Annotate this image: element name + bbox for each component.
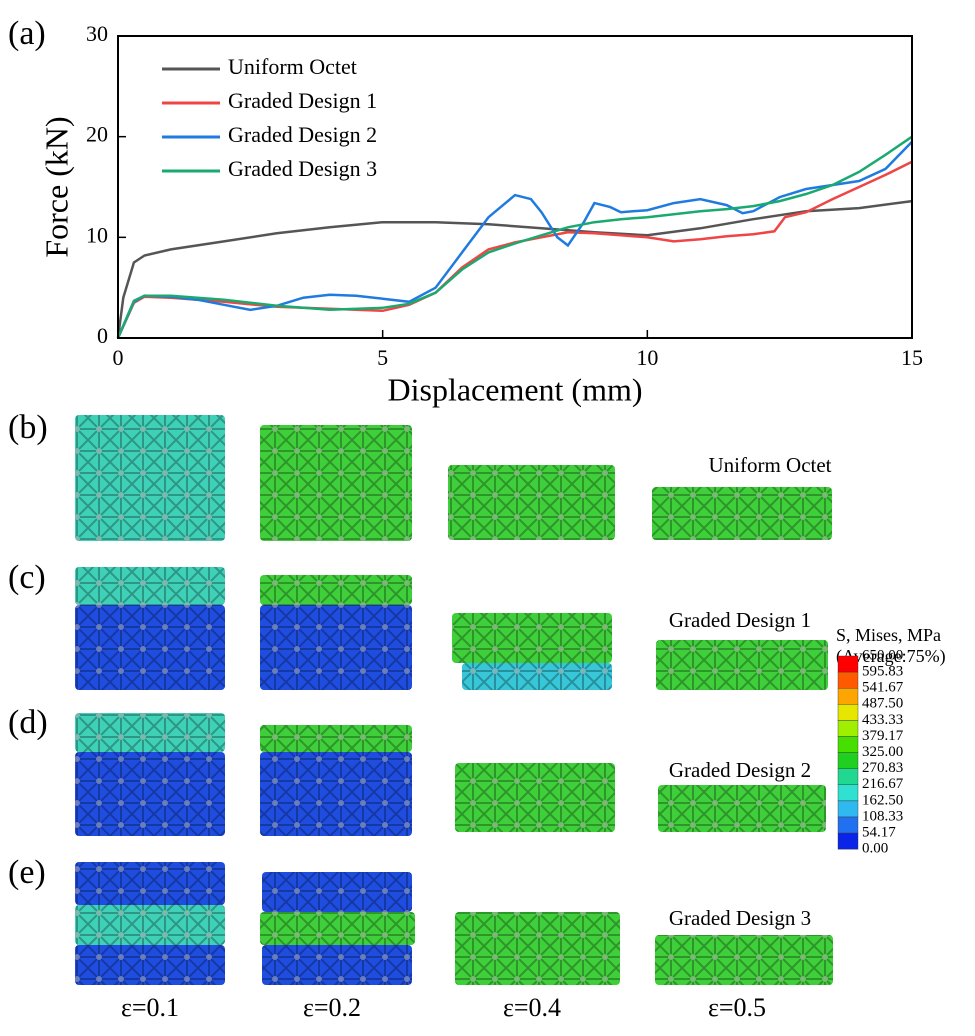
lattice-texture [75, 415, 225, 541]
panel-label: (c) [8, 559, 46, 596]
line-series [116, 140, 913, 339]
colorbar-title: (Average:75%) [836, 646, 946, 667]
lattice-texture [260, 725, 412, 752]
lattice-texture [75, 567, 225, 605]
x-tick-label: 5 [377, 345, 388, 370]
colorbar-swatch [837, 800, 859, 818]
line-series [116, 135, 913, 339]
panel-label: (a) [8, 15, 46, 52]
design-label: Graded Design 3 [669, 906, 811, 930]
colorbar-swatch [837, 720, 859, 737]
y-tick-label: 20 [86, 122, 108, 147]
lattice-texture [658, 785, 826, 832]
colorbar-label: 162.50 [862, 792, 903, 808]
colorbar-label: 433.33 [862, 712, 903, 728]
panel-label: (b) [8, 409, 48, 446]
colorbar-label: 379.17 [862, 728, 904, 744]
strain-label: ε=0.2 [303, 993, 361, 1022]
colorbar-label: 0.00 [862, 841, 888, 857]
line-series [116, 160, 913, 339]
strain-label: ε=0.4 [503, 993, 561, 1022]
colorbar-title: S, Mises, MPa [836, 625, 941, 645]
lattice-texture [260, 752, 412, 836]
colorbar-swatch [837, 704, 859, 721]
colorbar-label: 270.83 [862, 760, 903, 776]
lattice-texture [260, 605, 412, 690]
design-label: Uniform Octet [708, 453, 831, 477]
lattice-texture [455, 912, 620, 985]
colorbar-label: 595.83 [862, 664, 903, 680]
lattice-texture [656, 640, 828, 690]
panel-label: (d) [8, 704, 48, 741]
colorbar-swatch [837, 671, 859, 689]
panel-label: (e) [8, 854, 46, 891]
colorbar-swatch [837, 768, 859, 786]
colorbar-label: 216.67 [862, 776, 904, 792]
lattice-texture [260, 425, 412, 541]
y-axis-label: Force (kN) [38, 116, 74, 257]
colorbar-label: 541.67 [862, 680, 904, 696]
lattice-texture [75, 752, 225, 836]
strain-label: ε=0.1 [121, 993, 179, 1022]
x-tick-label: 15 [901, 345, 923, 370]
colorbar-swatch [837, 736, 859, 753]
y-tick-label: 0 [97, 323, 108, 348]
colorbar-swatch [837, 832, 859, 850]
colorbar-label: 487.50 [862, 696, 903, 712]
lattice-texture [75, 862, 225, 905]
plot-frame [117, 35, 913, 339]
lattice-texture [452, 613, 612, 663]
design-label: Graded Design 2 [669, 758, 811, 782]
colorbar-label: 108.33 [862, 808, 903, 824]
legend-label: Graded Design 3 [228, 156, 377, 181]
colorbar-swatch [837, 688, 859, 705]
lattice-texture [448, 465, 615, 540]
legend-label: Graded Design 1 [228, 88, 377, 113]
line-series [116, 199, 913, 339]
lattice-texture [455, 763, 615, 832]
colorbar-label: 54.17 [862, 825, 896, 841]
lattice-texture [462, 663, 612, 690]
x-tick-label: 10 [636, 345, 658, 370]
lattice-texture [75, 713, 225, 752]
colorbar-swatch [837, 816, 859, 834]
strain-label: ε=0.5 [708, 993, 766, 1022]
y-tick-label: 30 [86, 21, 108, 46]
lattice-texture [260, 575, 412, 605]
x-axis-label: Displacement (mm) [387, 371, 642, 407]
design-label: Graded Design 1 [669, 608, 811, 632]
legend-label: Uniform Octet [228, 54, 357, 79]
lattice-texture [75, 605, 225, 690]
colorbar-label: 650.00 [862, 647, 903, 663]
lattice-texture [652, 487, 832, 540]
lattice-texture [75, 905, 225, 945]
colorbar-swatch [837, 655, 859, 673]
lattice-texture [262, 945, 412, 985]
colorbar-swatch [837, 752, 859, 769]
lattice-texture [260, 912, 415, 945]
y-tick-label: 10 [86, 222, 108, 247]
lattice-texture [75, 945, 225, 985]
legend-label: Graded Design 2 [228, 122, 377, 147]
colorbar-swatch [837, 784, 859, 802]
lattice-texture [262, 872, 412, 912]
lattice-texture [655, 935, 833, 985]
x-tick-label: 0 [113, 345, 124, 370]
colorbar-label: 325.00 [862, 744, 903, 760]
